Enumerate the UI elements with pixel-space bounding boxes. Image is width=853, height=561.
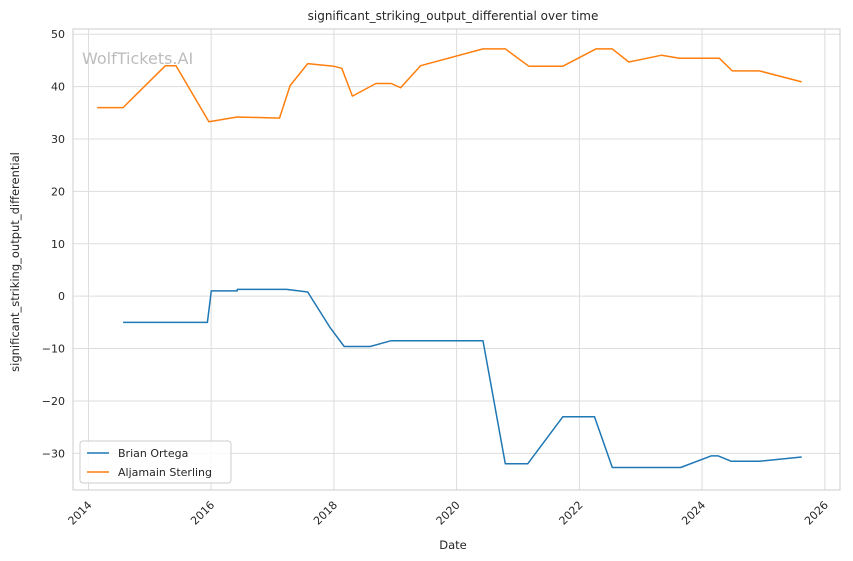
y-axis-title: significant_striking_output_differential [8,152,22,372]
y-tick-label: 40 [51,81,65,94]
x-tick-label: 2026 [802,499,831,528]
legend-label: Brian Ortega [118,447,188,460]
x-axis-ticks: 2014 2016 2018 2020 2022 2024 2026 [66,499,831,528]
x-tick-label: 2016 [188,499,217,528]
y-tick-label: −30 [42,447,65,460]
legend: Brian Ortega Aljamain Sterling [79,440,232,484]
y-tick-label: 10 [51,238,65,251]
chart-title: significant_striking_output_differential… [308,9,599,23]
y-tick-label: 30 [51,133,65,146]
x-tick-label: 2020 [434,499,463,528]
legend-label: Aljamain Sterling [118,466,212,479]
x-tick-label: 2024 [679,499,708,528]
legend-box [79,440,232,484]
watermark: WolfTickets.AI [82,49,193,68]
y-tick-label: 20 [51,185,65,198]
y-tick-label: −10 [42,343,65,356]
x-tick-label: 2022 [557,499,586,528]
plot-frame [72,28,841,491]
x-tick-label: 2014 [66,499,95,528]
y-tick-label: 50 [51,28,65,41]
series-layer [97,48,802,469]
y-tick-label: −20 [42,395,65,408]
y-tick-label: 0 [58,290,65,303]
x-tick-label: 2018 [311,499,340,528]
series-line [97,48,802,123]
x-axis-title: Date [439,538,467,552]
y-axis-ticks: −30 −20 −10 0 10 20 30 40 50 [42,28,65,460]
series-line [123,288,802,469]
